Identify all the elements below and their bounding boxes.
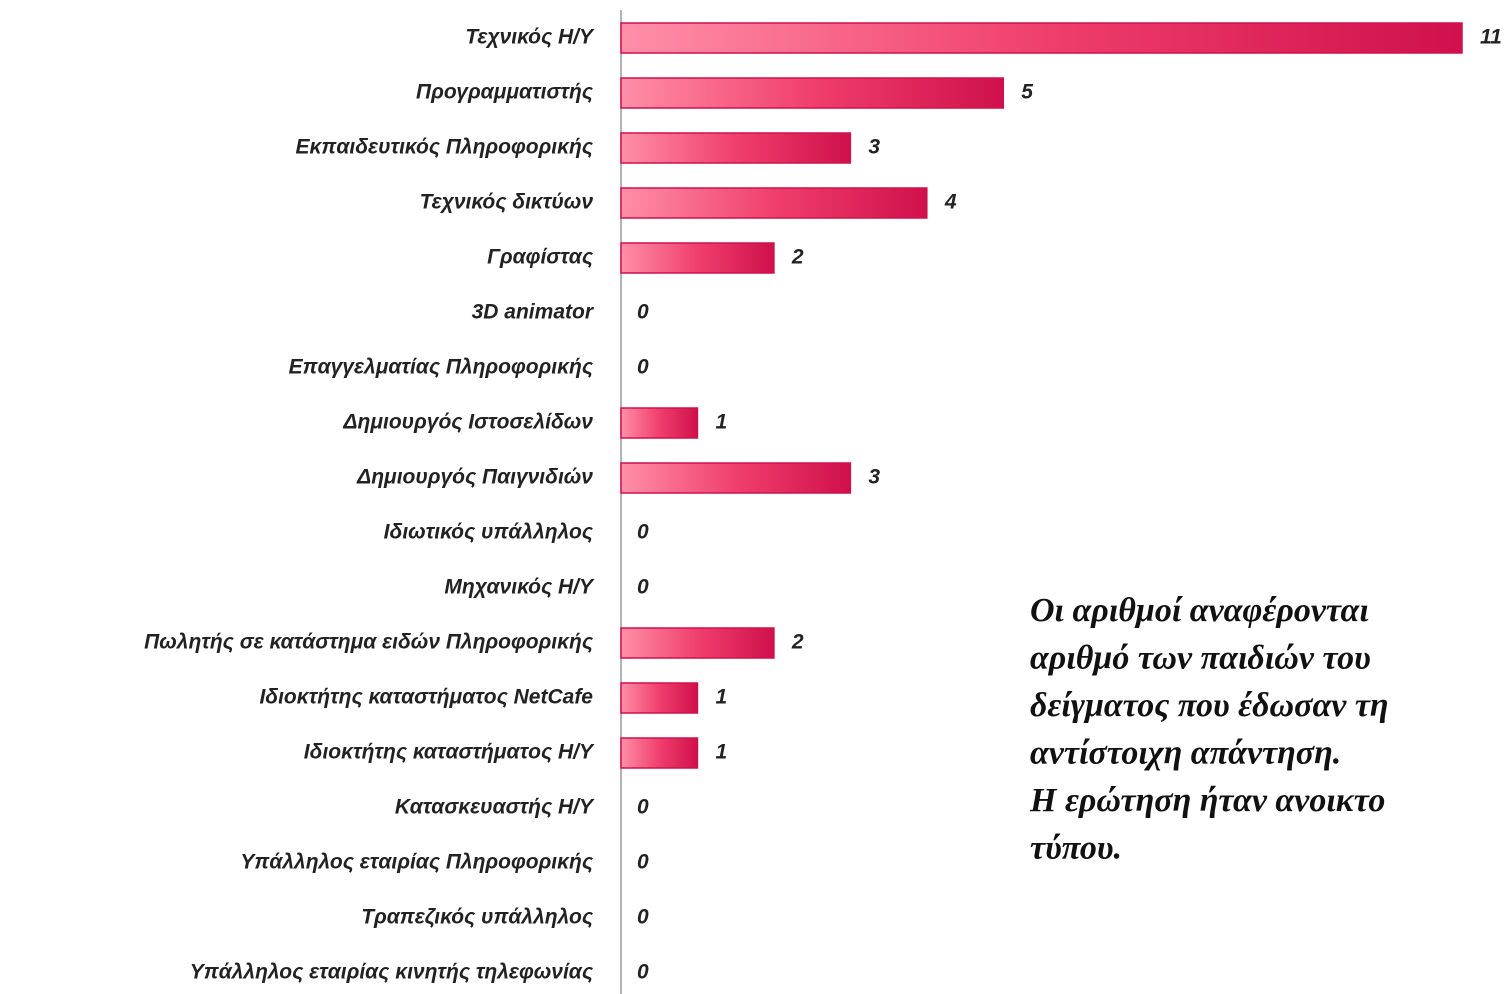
category-label: Προγραμματιστής [416,81,594,104]
category-label: Πωλητής σε κατάστημα ειδών Πληροφορικής [144,631,594,654]
bar [620,132,852,164]
category-label: Τραπεζικός υπάλληλος [361,906,594,929]
value-label: 4 [944,191,957,214]
category-label: Υπάλληλος εταιρίας κινητής τηλεφωνίας [190,961,594,984]
category-label: Υπάλληλος εταιρίας Πληροφορικής [240,851,593,874]
category-label: Μηχανικός Η/Υ [444,576,595,599]
category-label: Κατασκευαστής Η/Υ [395,796,595,819]
bar [620,627,775,659]
value-label: 5 [1021,81,1033,104]
category-label: Ιδιωτικός υπάλληλος [384,521,594,544]
bar [620,242,775,274]
category-label: Τεχνικός δικτύων [420,191,594,214]
value-label: 0 [637,301,649,324]
value-label: 0 [637,356,649,379]
bar [620,682,699,714]
category-label: 3D animator [472,301,595,324]
category-label: Δημιουργός Παιγνιδιών [356,466,593,489]
annotation-line: τύπου. [1030,829,1122,866]
value-label: 0 [637,796,649,819]
category-label: Επαγγελματίας Πληροφορικής [289,356,594,379]
bar [620,407,699,439]
annotation-line: Οι αριθμοί αναφέρονται [1030,592,1369,629]
value-label: 0 [637,961,649,984]
bar [620,22,1463,54]
bar [620,737,699,769]
bar [620,77,1005,109]
value-label: 3 [868,136,880,159]
category-label: Γραφίστας [487,246,594,269]
category-label: Εκπαιδευτικός Πληροφορικής [296,136,594,159]
value-label: 11 [1480,26,1502,49]
value-label: 0 [637,521,649,544]
category-label: Δημιουργός Ιστοσελίδων [342,411,593,434]
bar [620,187,928,219]
value-label: 0 [637,906,649,929]
value-label: 1 [715,686,727,709]
category-label: Ιδιοκτήτης καταστήματος Η/Υ [304,741,595,764]
value-label: 2 [791,246,804,269]
value-label: 3 [868,466,880,489]
value-label: 1 [715,411,727,434]
annotation-line: Η ερώτηση ήταν ανοικτο [1029,782,1385,819]
category-label: Τεχνικός Η/Υ [465,26,595,49]
value-label: 0 [637,576,649,599]
annotation-line: δείγματος που έδωσαν τη [1030,687,1389,724]
value-label: 2 [791,631,804,654]
value-label: 1 [715,741,727,764]
annotation-line: αντίστοιχη απάντηση. [1030,734,1341,771]
annotation-line: αριθμό των παιδιών του [1030,639,1371,676]
bar [620,462,852,494]
value-label: 0 [637,851,649,874]
category-label: Ιδιοκτήτης καταστήματος NetCafe [259,686,593,709]
